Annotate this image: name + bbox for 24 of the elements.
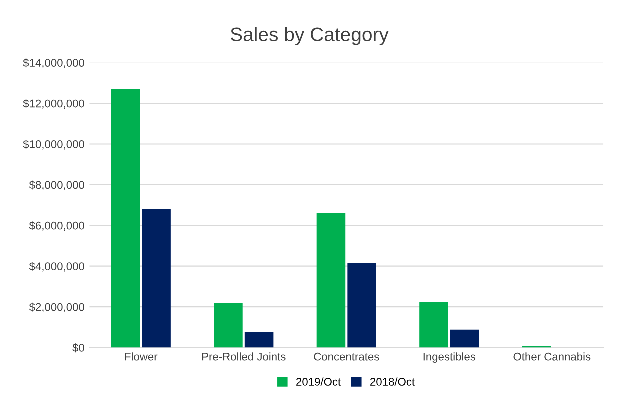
bar: [420, 302, 448, 348]
x-tick-label: Flower: [125, 352, 158, 361]
bar: [348, 263, 376, 348]
bar: [316, 213, 346, 348]
x-tick-label: Other Cannabis: [514, 352, 591, 361]
x-tick-label: Concentrates: [314, 352, 380, 361]
y-tick-label: $6,000,000: [29, 221, 84, 232]
legend-label: 2018/Oct: [370, 378, 415, 386]
bar: [111, 89, 140, 348]
y-tick-label: $4,000,000: [29, 262, 84, 272]
y-tick-label: $14,000,000: [23, 58, 84, 68]
legend-label: 2019/Oct: [296, 378, 342, 386]
y-tick-label: $10,000,000: [23, 140, 84, 150]
bar: [244, 332, 274, 348]
y-tick-label: $12,000,000: [23, 99, 84, 109]
bar: [142, 209, 171, 348]
y-tick-label: $0: [72, 344, 84, 353]
x-tick-label: Pre-Rolled Joints: [202, 352, 286, 361]
bar: [450, 330, 480, 348]
y-tick-label: $8,000,000: [29, 180, 84, 190]
x-tick-label: Ingestibles: [424, 352, 476, 363]
chart-title: Sales by Category: [230, 27, 389, 46]
y-tick-label: $2,000,000: [29, 302, 84, 313]
bar: [214, 302, 243, 348]
